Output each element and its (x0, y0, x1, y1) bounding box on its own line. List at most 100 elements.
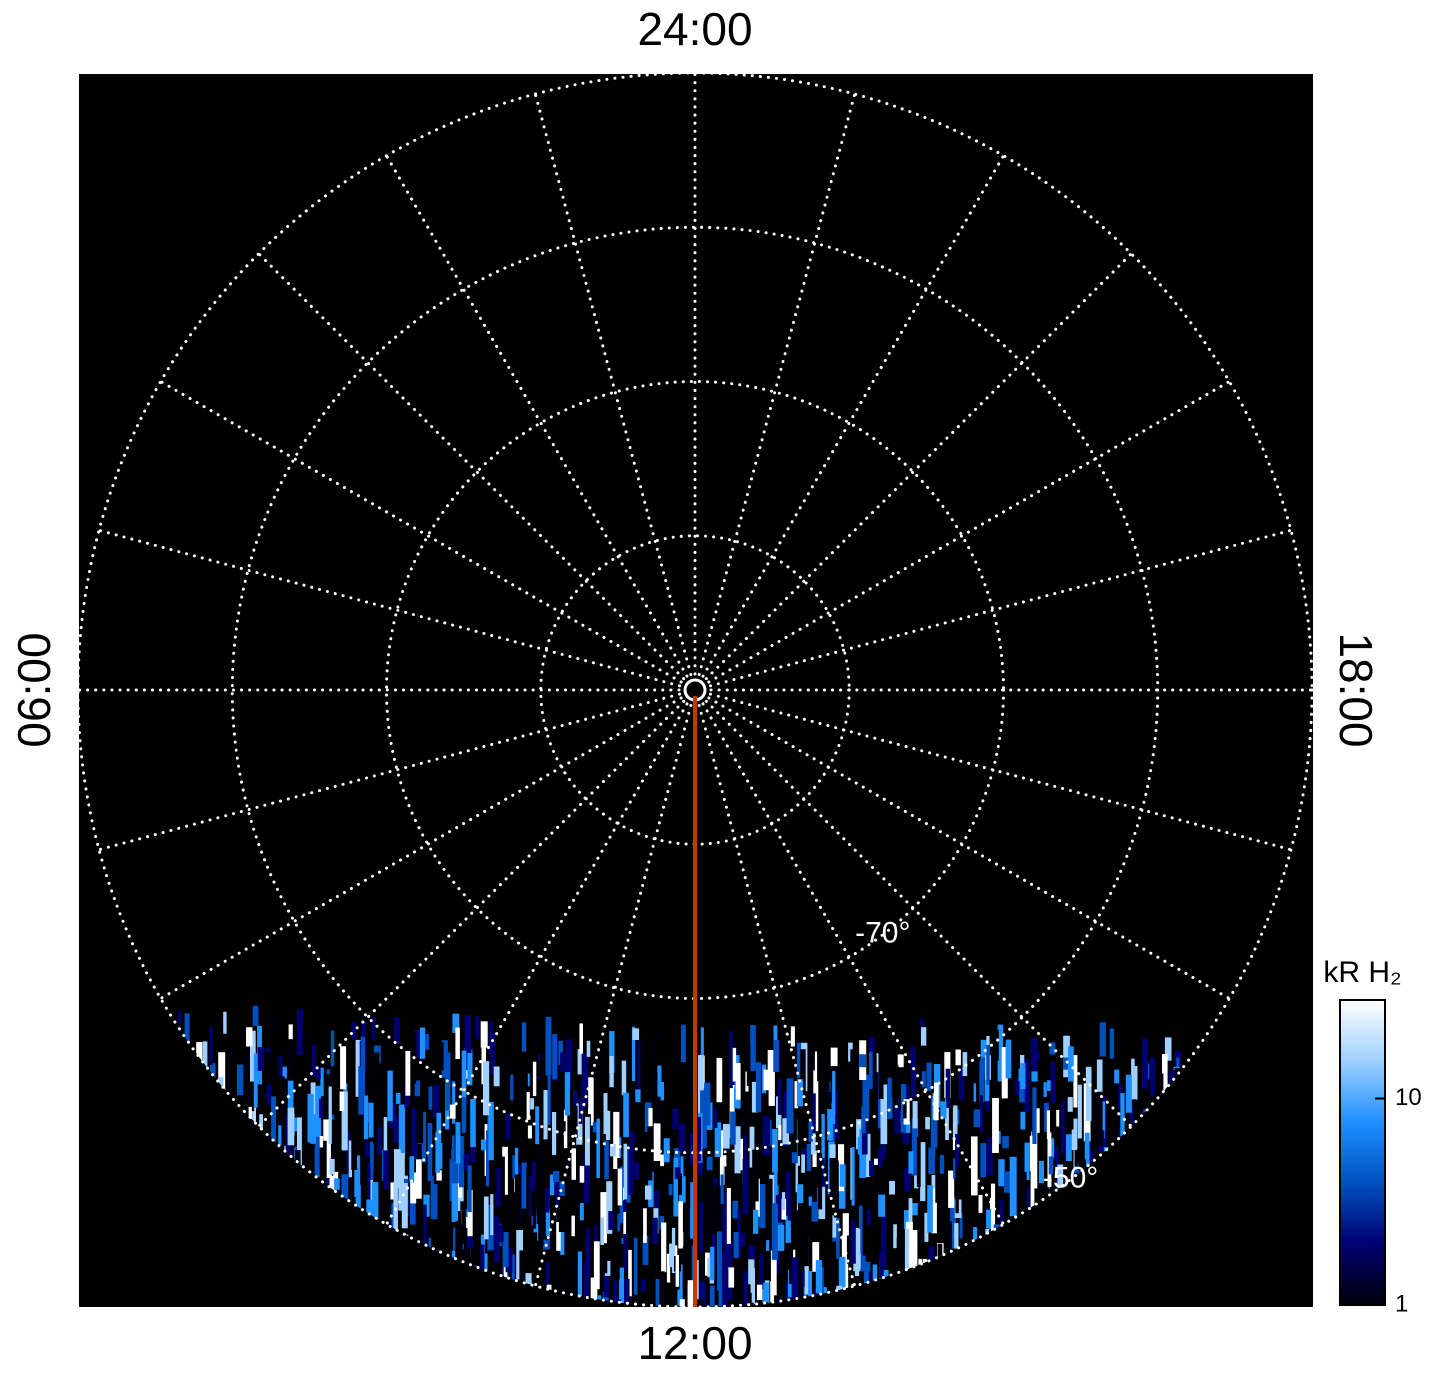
emission-pixel (1140, 1309, 1144, 1349)
emission-pixel (980, 1039, 987, 1072)
emission-pixel (337, 1071, 341, 1109)
emission-pixel (543, 1090, 548, 1140)
emission-pixel (806, 1144, 812, 1171)
emission-pixel (617, 1095, 624, 1138)
emission-pixel (921, 1027, 927, 1046)
emission-pixel (857, 1136, 864, 1155)
emission-pixel (777, 1300, 781, 1307)
emission-pixel (1131, 1058, 1138, 1100)
emission-pixel (351, 1137, 358, 1170)
emission-pixel (706, 1196, 712, 1243)
emission-pixel (690, 1182, 694, 1239)
emission-pixel (762, 1115, 770, 1156)
emission-pixel (734, 1091, 739, 1138)
emission-pixel (998, 1159, 1005, 1187)
emission-pixel (748, 1292, 752, 1307)
emission-pixel (1071, 1129, 1077, 1150)
meridian (697, 92, 857, 677)
emission-pixel (1164, 1037, 1172, 1061)
emission-pixel (438, 1042, 444, 1071)
emission-pixel (297, 1117, 302, 1168)
emission-pixel (608, 1211, 615, 1230)
emission-pixel (795, 1303, 802, 1307)
emission-pixel (666, 1152, 670, 1192)
emission-pixel (501, 1060, 507, 1094)
emission-pixel (452, 1013, 460, 1033)
emission-pixel (1020, 1111, 1026, 1130)
emission-pixel (855, 1253, 861, 1269)
emission-pixel (808, 1121, 813, 1142)
emission-pixel (948, 1170, 955, 1208)
emission-pixel (521, 1022, 527, 1052)
emission-pixel (583, 1261, 590, 1307)
emission-pixel (981, 1057, 986, 1074)
emission-pixel (193, 1305, 200, 1307)
emission-pixel (488, 1021, 494, 1055)
emission-pixel (1065, 1134, 1072, 1161)
emission-pixel (617, 1168, 623, 1206)
emission-pixel (781, 1192, 786, 1210)
emission-pixel (461, 1205, 466, 1245)
emission-pixel (512, 1155, 516, 1179)
emission-pixel (410, 1172, 417, 1204)
emission-pixel (673, 1157, 679, 1217)
emission-pixel (726, 1188, 731, 1244)
emission-pixel (782, 1118, 789, 1145)
emission-pixel (416, 1098, 424, 1144)
emission-pixel (751, 1081, 758, 1113)
emission-pixel (814, 1081, 819, 1132)
emission-pixel (245, 1029, 250, 1075)
emission-pixel (992, 1098, 999, 1153)
emission-pixel (590, 1277, 598, 1307)
emission-pixel (912, 1101, 918, 1129)
emission-pixel (559, 1275, 567, 1305)
emission-pixel (755, 1062, 761, 1113)
emission-pixel (790, 1192, 797, 1227)
emission-pixel (698, 1281, 706, 1307)
emission-pixel (354, 1155, 361, 1197)
emission-pixel (502, 1146, 508, 1195)
local-time-label: 18:00 (1330, 632, 1382, 747)
emission-pixel (378, 1194, 383, 1224)
colorbar-tick-label: 1 (1395, 1290, 1408, 1317)
emission-pixel (986, 1045, 990, 1085)
emission-pixel (546, 1261, 550, 1287)
emission-pixel (589, 1056, 595, 1072)
emission-pixel (1160, 1030, 1164, 1063)
emission-pixel (710, 1188, 716, 1235)
emission-pixel (980, 1303, 986, 1307)
emission-pixel (1044, 1102, 1049, 1132)
emission-pixel (722, 1192, 728, 1247)
emission-pixel (246, 1027, 253, 1047)
emission-pixel (861, 1106, 866, 1134)
emission-pixel (645, 1185, 652, 1200)
emission-pixel (328, 1086, 332, 1144)
emission-pixel (746, 1045, 751, 1086)
emission-pixel (536, 1185, 543, 1224)
emission-pixel (927, 1185, 933, 1233)
emission-pixel (683, 1120, 689, 1177)
emission-pixel (586, 1227, 590, 1251)
emission-pixel (955, 1134, 959, 1167)
emission-pixel (737, 1170, 743, 1197)
emission-pixel (585, 1234, 591, 1278)
emission-pixel (314, 1120, 322, 1176)
emission-pixel (602, 1291, 609, 1307)
emission-pixel (777, 1078, 782, 1115)
emission-pixel (911, 1118, 919, 1176)
emission-pixel (720, 1174, 724, 1204)
emission-pixel (463, 1154, 469, 1171)
emission-pixel (564, 1213, 572, 1272)
meridian (385, 154, 689, 678)
emission-pixel (556, 1264, 560, 1307)
emission-pixel (893, 1306, 898, 1307)
emission-pixel (975, 1053, 979, 1076)
emission-pixel (535, 1060, 540, 1077)
emission-pixel (1085, 1066, 1092, 1121)
emission-pixel (505, 1248, 513, 1273)
emission-pixel (459, 1136, 465, 1188)
emission-pixel (570, 1036, 578, 1096)
emission-pixel (621, 1060, 627, 1115)
emission-pixel (881, 1216, 887, 1268)
emission-pixel (1077, 1084, 1082, 1139)
